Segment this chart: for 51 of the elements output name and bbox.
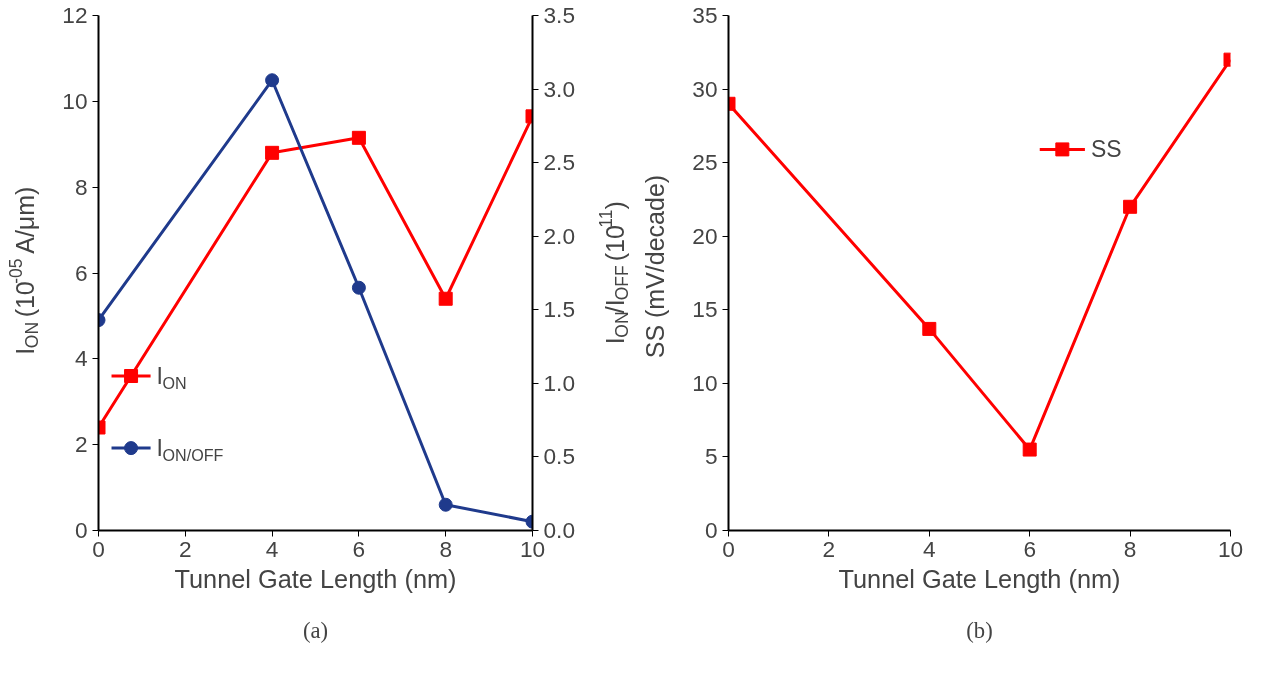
text: (a) (302, 617, 329, 643)
x-tick-label: 2 (179, 535, 192, 562)
y2-tick-label: 3.5 (543, 2, 575, 28)
x-tick-label: 10 (1217, 535, 1244, 562)
x-tick-label: 0 (92, 535, 105, 562)
y-tick-label: 20 (692, 222, 718, 249)
x-axis-title: Tunnel Gate Length (nm) (838, 564, 1121, 593)
y2-tick-label: 0.5 (543, 443, 575, 470)
x-tick-label: 10 (519, 535, 546, 562)
y2-tick-label: 2.5 (543, 149, 575, 176)
y2-tick-label: 0.0 (543, 517, 575, 543)
y2-tick-label: 1.0 (543, 369, 575, 396)
point (922, 321, 937, 336)
y2-tick-label: 1.5 (543, 296, 575, 323)
x-tick-label: 6 (352, 535, 366, 562)
x-tick-label: 8 (439, 535, 453, 562)
x-tick-label: 8 (1123, 535, 1137, 562)
point (351, 130, 366, 145)
point (438, 497, 453, 512)
y-tick-label: 10 (692, 369, 718, 396)
point (265, 145, 280, 160)
y-tick-label: 8 (74, 173, 88, 200)
y-tick-label: 6 (74, 259, 88, 286)
y-tick-label: 5 (704, 443, 718, 470)
y-tick-label: 25 (692, 149, 718, 176)
y-tick-label: 0 (704, 517, 718, 543)
y-axis-title: ION (10-05 A/μm) (5, 186, 42, 355)
y-tick-label: 30 (692, 75, 718, 102)
x-tick-label: 2 (822, 535, 836, 562)
y-axis-title: SS (mV/decade) (640, 174, 669, 359)
point (438, 291, 453, 306)
point (1022, 442, 1037, 457)
x-tick-label: 4 (923, 535, 936, 562)
y2-tick-label: 2.0 (543, 222, 575, 249)
point (351, 280, 366, 295)
x-tick-label: 0 (722, 535, 735, 562)
y-tick-label: 12 (62, 2, 88, 28)
text: (b) (966, 617, 993, 643)
legend-label: SS (1090, 136, 1122, 163)
y-tick-label: 4 (74, 345, 88, 372)
x-axis-title: Tunnel Gate Length (nm) (174, 564, 457, 593)
point (265, 73, 280, 88)
y-tick-label: 2 (74, 431, 88, 458)
y-tick-label: 10 (62, 87, 88, 114)
y2-axis-title: ION/IOFF (1011) (595, 201, 632, 345)
y-tick-label: 15 (692, 296, 718, 323)
x-tick-label: 6 (1023, 535, 1037, 562)
y-tick-label: 35 (692, 2, 718, 28)
x-tick-label: 4 (265, 535, 279, 562)
y2-tick-label: 3.0 (543, 75, 575, 102)
y-tick-label: 0 (74, 517, 88, 543)
